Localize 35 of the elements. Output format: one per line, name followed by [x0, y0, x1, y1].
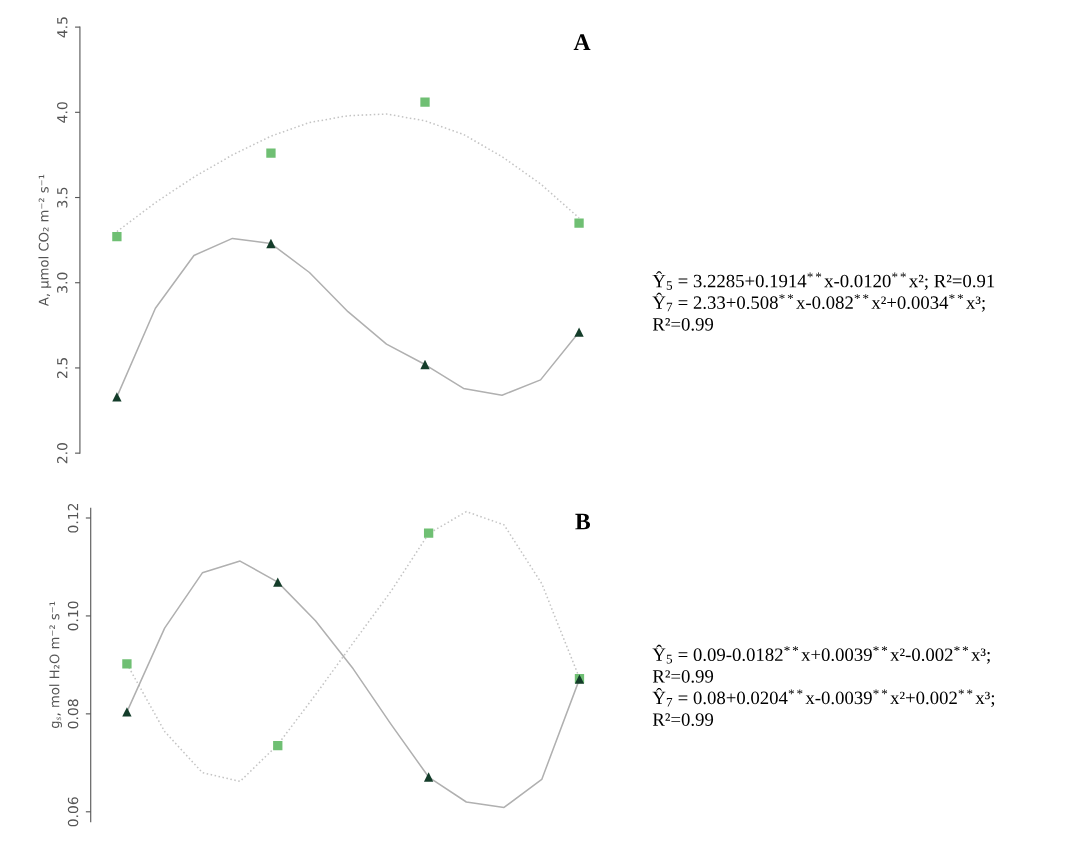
y-tick-label: 0.08 — [67, 699, 79, 729]
point — [574, 327, 584, 337]
text: Ŷ$_{7}$ = 0.08+0.0204$^{**}$x-0.0039$^{**}$x²+0.002$^{**}$x³; — [652, 687, 995, 707]
y-tick-label: 3.0 — [57, 272, 68, 293]
text: R²=0.99 — [652, 317, 714, 331]
point — [112, 392, 122, 402]
point — [122, 659, 132, 669]
y-tick-label: 3.5 — [57, 187, 68, 208]
chart-title: A — [573, 34, 591, 50]
chart-title: B — [575, 513, 591, 530]
text: Ŷ$_{5}$ = 0.09-0.0182$^{**}$x+0.0039$^{**}$x²-0.002$^{**}$x³; — [652, 644, 990, 664]
y-axis-title: g$_{s}$, mol H₂O m⁻² s⁻¹ — [49, 601, 62, 729]
point — [574, 218, 584, 228]
y-tick-label: 0.06 — [67, 797, 79, 827]
point — [420, 97, 430, 107]
y-axis-title: A, μmol CO₂ m⁻² s⁻¹ — [38, 174, 52, 307]
point — [266, 238, 276, 249]
y-tick-label: 2.0 — [57, 443, 68, 464]
y-tick-label: 0.12 — [67, 503, 79, 533]
point — [266, 148, 276, 158]
point — [420, 359, 430, 370]
point — [122, 707, 132, 717]
point — [273, 741, 283, 751]
y-tick-label: 4.5 — [57, 17, 68, 38]
point — [423, 528, 434, 538]
text: R²=0.99 — [652, 670, 714, 683]
y-tick-label: 0.10 — [67, 601, 79, 631]
y-tick-label: 4.0 — [57, 102, 68, 123]
point — [112, 232, 122, 242]
text: Ŷ$_{5}$ = 3.2285+0.1914$^{**}$x-0.0120$^{**}$x²; R²=0.91 — [652, 271, 995, 291]
point — [423, 772, 434, 782]
text: R²=0.99 — [652, 713, 714, 726]
text: Ŷ$_{7}$ = 2.33+0.508$^{**}$x-0.082$^{**}$x²+0.0034$^{**}$x³; — [652, 292, 985, 312]
y-tick-label: 2.5 — [57, 358, 68, 378]
point — [273, 577, 283, 587]
